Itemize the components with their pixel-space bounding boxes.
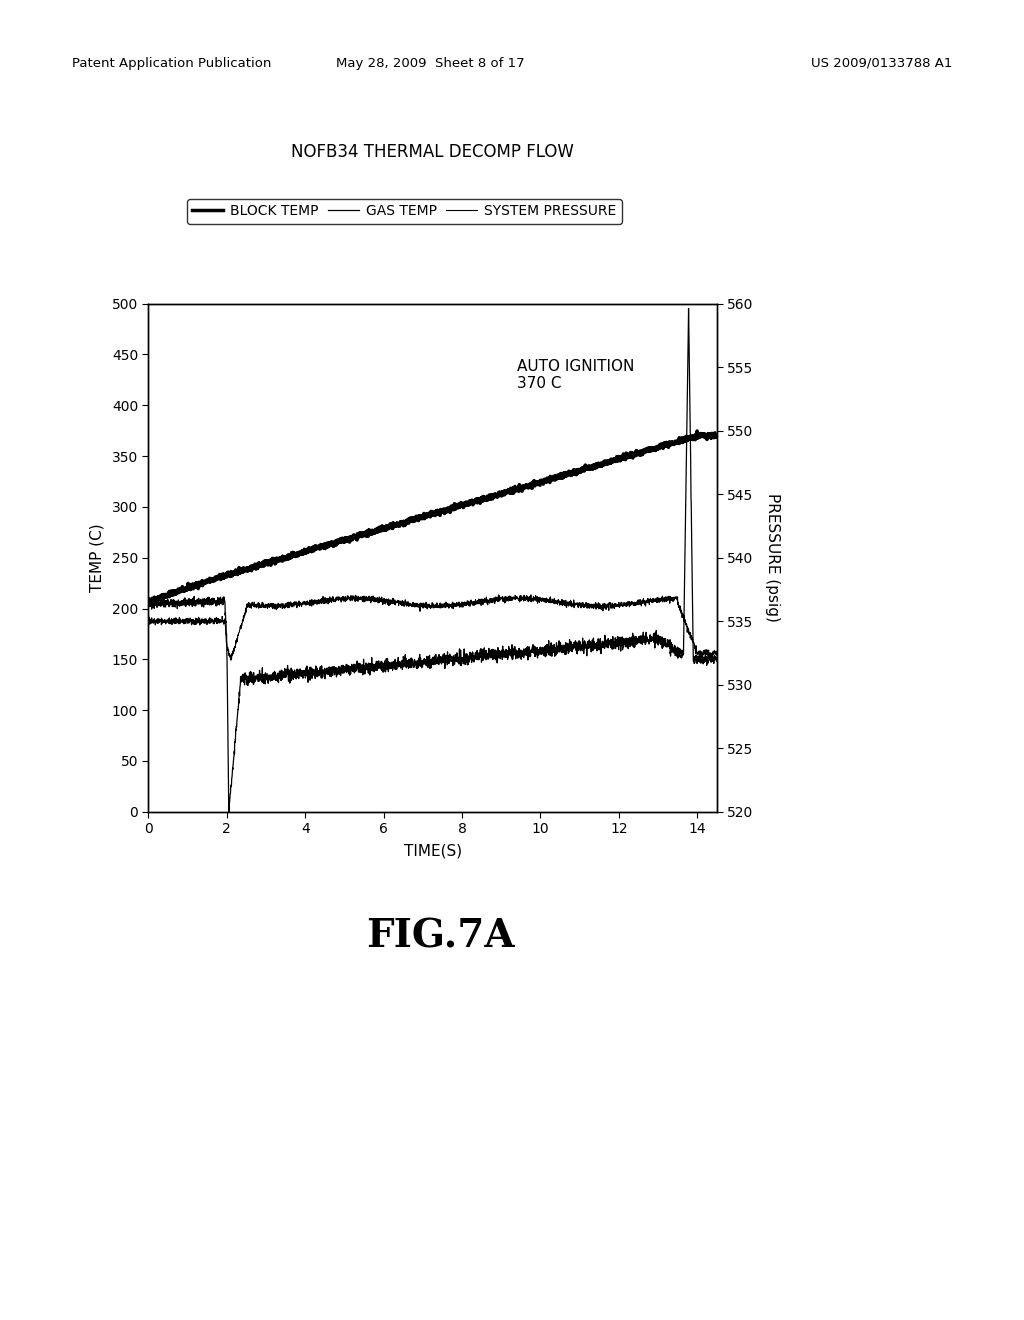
Text: AUTO IGNITION
370 C: AUTO IGNITION 370 C <box>517 359 634 391</box>
Line: SYSTEM PRESSURE: SYSTEM PRESSURE <box>148 595 717 660</box>
GAS TEMP <box>142 599 155 615</box>
BLOCK TEMP <box>711 428 723 444</box>
GAS TEMP <box>682 301 694 317</box>
GAS TEMP <box>385 657 397 673</box>
Line: GAS TEMP: GAS TEMP <box>148 309 717 816</box>
Text: May 28, 2009  Sheet 8 of 17: May 28, 2009 Sheet 8 of 17 <box>336 57 524 70</box>
SYSTEM PRESSURE <box>142 615 155 631</box>
BLOCK TEMP <box>144 595 157 611</box>
GAS TEMP <box>711 653 723 669</box>
SYSTEM PRESSURE <box>241 599 253 615</box>
GAS TEMP <box>222 808 234 824</box>
GAS TEMP <box>207 595 219 611</box>
BLOCK TEMP <box>699 428 712 444</box>
BLOCK TEMP <box>691 422 703 438</box>
Text: NOFB34 THERMAL DECOMP FLOW: NOFB34 THERMAL DECOMP FLOW <box>291 144 574 161</box>
BLOCK TEMP <box>638 442 650 458</box>
Text: Patent Application Publication: Patent Application Publication <box>72 57 271 70</box>
BLOCK TEMP <box>207 572 219 587</box>
GAS TEMP <box>241 669 253 685</box>
SYSTEM PRESSURE <box>699 647 712 663</box>
Text: FIG.7A: FIG.7A <box>366 917 515 956</box>
BLOCK TEMP <box>142 593 155 609</box>
SYSTEM PRESSURE <box>360 591 373 607</box>
SYSTEM PRESSURE <box>711 644 723 660</box>
GAS TEMP <box>360 656 373 672</box>
SYSTEM PRESSURE <box>225 652 238 668</box>
GAS TEMP <box>638 632 650 648</box>
SYSTEM PRESSURE <box>207 615 219 631</box>
Y-axis label: TEMP (C): TEMP (C) <box>90 524 104 591</box>
Line: BLOCK TEMP: BLOCK TEMP <box>148 430 717 603</box>
BLOCK TEMP <box>360 528 373 544</box>
SYSTEM PRESSURE <box>493 587 505 603</box>
Text: US 2009/0133788 A1: US 2009/0133788 A1 <box>811 57 952 70</box>
BLOCK TEMP <box>241 561 253 577</box>
Legend: BLOCK TEMP, GAS TEMP, SYSTEM PRESSURE: BLOCK TEMP, GAS TEMP, SYSTEM PRESSURE <box>186 199 622 224</box>
SYSTEM PRESSURE <box>385 593 397 609</box>
BLOCK TEMP <box>385 519 397 535</box>
GAS TEMP <box>699 649 712 665</box>
SYSTEM PRESSURE <box>639 597 651 612</box>
X-axis label: TIME(S): TIME(S) <box>403 843 462 858</box>
Y-axis label: PRESSURE (psig): PRESSURE (psig) <box>765 494 779 622</box>
